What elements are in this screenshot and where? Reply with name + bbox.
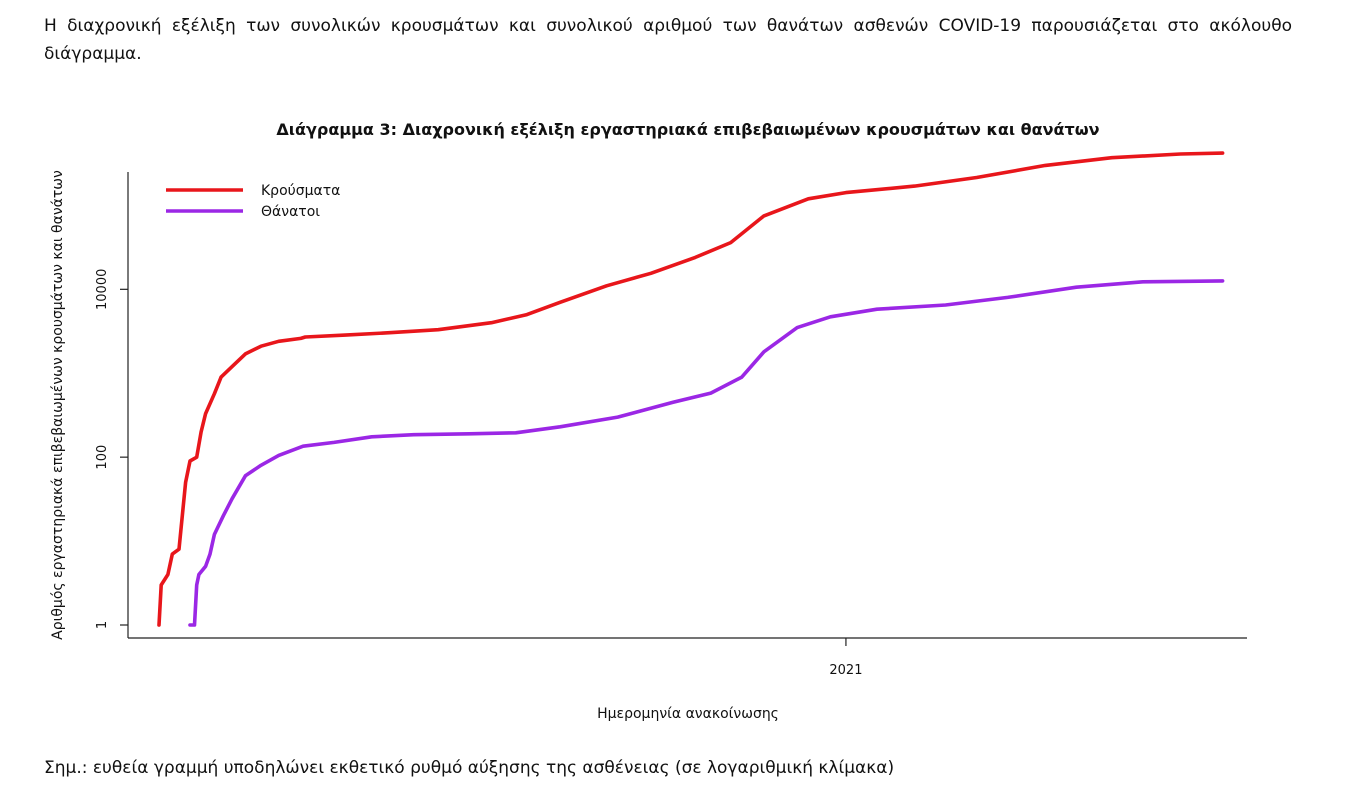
y-tick-label: 1 [95,621,110,629]
y-tick-label: 100 [95,445,110,470]
series-layer [157,151,1225,627]
legend: Κρούσματα Θάνατοι [166,183,340,220]
footnote: Σημ.: ευθεία γραμμή υποδηλώνει εκθετικό … [44,758,895,778]
legend-label-1: Θάνατοι [261,204,320,220]
chart-title: Διάγραμμα 3: Διαχρονική εξέλιξη εργαστηρ… [276,120,1099,139]
intro-paragraph: Η διαχρονική εξέλιξη των συνολικών κρουσ… [44,16,1292,64]
legend-label-0: Κρούσματα [261,183,340,199]
axes: 1 100 10000 2021 [95,172,1247,678]
y-tick-label: 10000 [95,269,110,310]
y-axis-label: Αριθμός εργαστηριακά επιβεβαιωμένων κρου… [50,170,66,640]
series-line-0 [157,151,1225,627]
x-axis-label: Ημερομηνία ανακοίνωσης [597,706,779,722]
series-line-1 [188,279,1225,627]
line-chart: Διάγραμμα 3: Διαχρονική εξέλιξη εργαστηρ… [50,120,1247,722]
x-tick-label: 2021 [829,663,862,678]
